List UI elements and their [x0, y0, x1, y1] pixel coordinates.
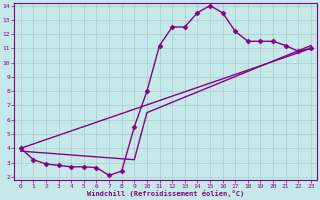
X-axis label: Windchill (Refroidissement éolien,°C): Windchill (Refroidissement éolien,°C) [87, 190, 244, 197]
